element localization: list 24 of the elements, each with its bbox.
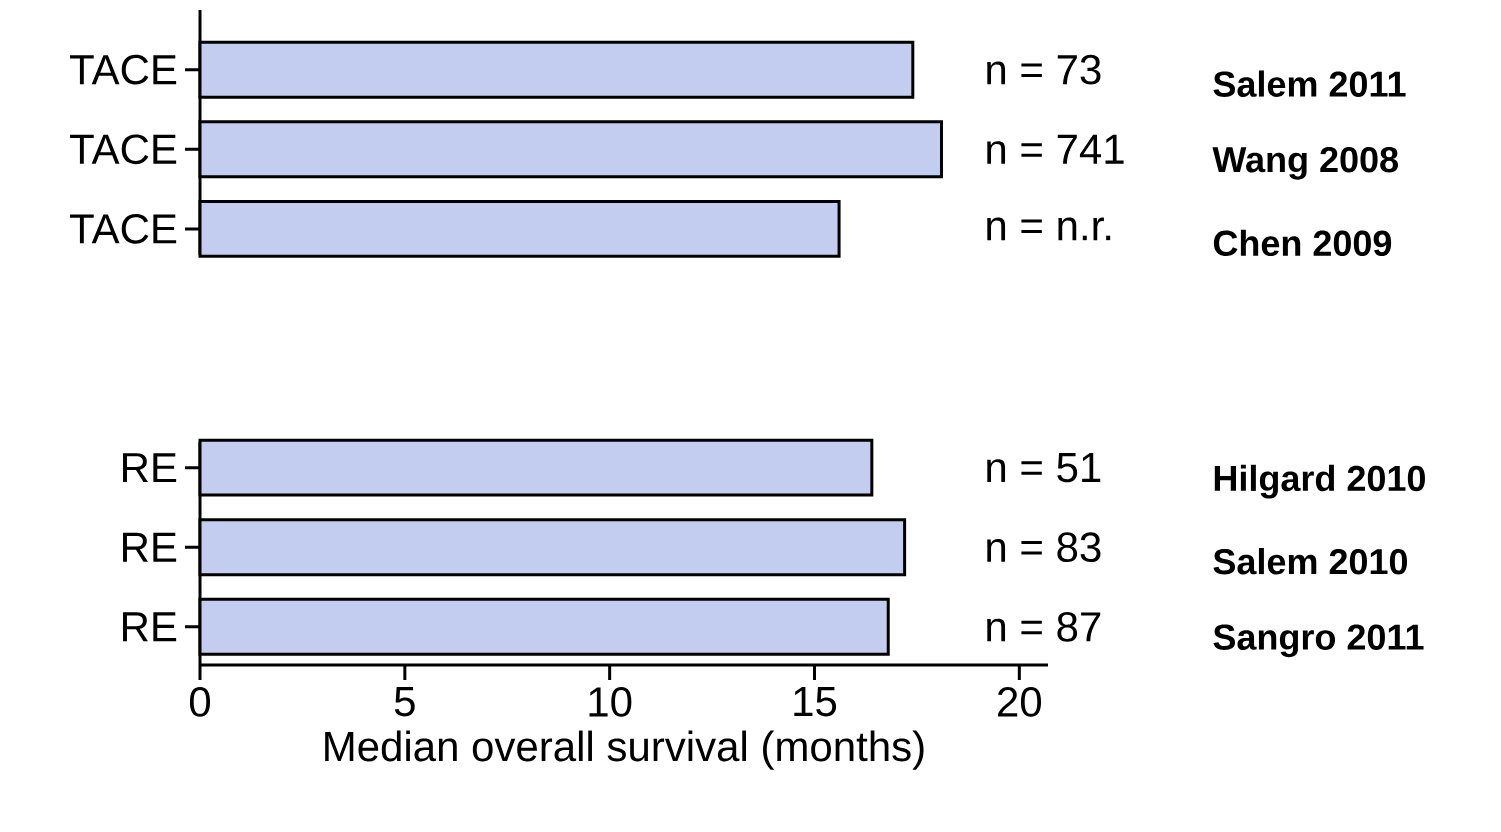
x-tick-label: 15 (794, 687, 837, 717)
x-tick-label: 0 (189, 687, 211, 717)
x-tick-label: 5 (394, 687, 415, 717)
x-axis-title: Median overall survival (months) (325, 730, 924, 770)
text: Salem 2010 (1213, 547, 1408, 575)
text: Chen 2009 (1213, 229, 1392, 257)
y-tick-label: RE (123, 612, 177, 642)
y-tick-label: TACE (69, 134, 177, 165)
y-tick-label: TACE (69, 54, 177, 85)
annotation: n = 73 (987, 54, 1101, 85)
x-tick-label: 10 (589, 687, 632, 717)
text: Salem 2011 (1213, 70, 1406, 97)
y-tick-label: RE (123, 532, 177, 562)
annotation: n = 741 (987, 134, 1124, 164)
annotation: n = n.r. (987, 217, 1111, 241)
text: Wang 2008 (1212, 146, 1398, 180)
y-tick-label: TACE (69, 214, 177, 244)
annotation: n = 83 (987, 532, 1101, 563)
annotation: n = 51 (987, 452, 1101, 483)
y-tick-label: RE (123, 453, 177, 483)
annotation: n = 87 (987, 611, 1101, 642)
text: Hilgard 2010 (1214, 464, 1425, 499)
text: Sangro 2011 (1213, 624, 1424, 658)
x-tick-label: 20 (998, 687, 1042, 717)
